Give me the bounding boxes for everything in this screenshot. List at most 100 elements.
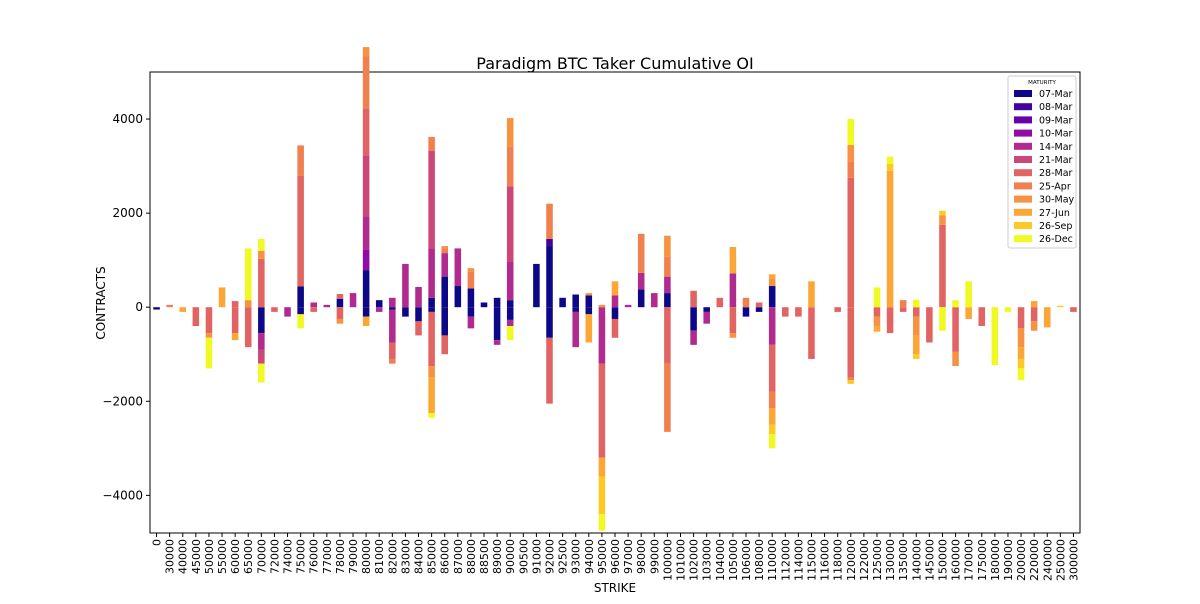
bar-50000-26-Dec-neg — [205, 337, 213, 369]
bar-120000-25-Apr-pos — [847, 161, 855, 178]
x-tick-label: 116000 — [819, 539, 832, 581]
x-tick-label: 74000 — [282, 539, 295, 574]
y-axis-label: CONTRACTS — [94, 266, 108, 339]
bar-78000-28-Mar-pos — [336, 294, 344, 299]
x-tick-label: 86000 — [439, 539, 452, 574]
x-tick-label: 180000 — [989, 539, 1002, 581]
x-tick-label: 175000 — [976, 539, 989, 581]
x-tick-label: 45000 — [190, 539, 203, 574]
bar-220000-28-Mar-neg — [1030, 307, 1038, 322]
bar-60000-27-Jun-neg — [231, 333, 239, 341]
x-tick-label: 145000 — [923, 539, 936, 581]
bar-150000-26-Dec-neg — [939, 307, 946, 331]
legend-label-14-Mar: 14-Mar — [1039, 142, 1073, 153]
legend-swatch-14-Mar — [1014, 142, 1032, 150]
bar-94000-07-Mar-neg — [585, 307, 593, 315]
bar-105000-28-Mar-neg — [729, 307, 737, 334]
bar-85000-14-Mar-pos — [428, 248, 435, 298]
legend: MATURITY 07-Mar 08-Mar 09-Mar 10-Mar 14-Mar 2… — [1007, 75, 1077, 249]
y-ticks-layer: −4000 −2000 0 2000 4000 — [102, 112, 150, 502]
bar-83000-07-Mar-neg — [402, 307, 409, 317]
bar-91000-07-Mar-pos — [533, 263, 540, 308]
bar-89000-07-Mar-pos — [493, 297, 501, 308]
bar-92000-07-Mar-pos — [546, 246, 553, 308]
bar-150000-30-May-pos — [939, 215, 946, 225]
bar-96000-28-Mar-neg — [611, 318, 619, 338]
bar-72000-28-Mar-neg — [271, 307, 278, 312]
bar-170000-26-Dec-pos — [965, 281, 972, 308]
bar-112000-28-Mar-neg — [782, 307, 789, 317]
bar-81000-14-Mar-neg — [375, 307, 383, 312]
bars-layer — [153, 47, 1077, 531]
bar-100000-25-Apr-neg — [664, 363, 671, 432]
legend-swatch-26-Dec — [1014, 235, 1032, 243]
x-tick-label: 122000 — [858, 539, 871, 581]
x-tick-label: 120000 — [845, 539, 858, 581]
bar-220000-27-Jun-pos — [1030, 301, 1038, 308]
bar-98000-07-Mar-pos — [637, 289, 645, 308]
bar-74000-14-Mar-neg — [284, 307, 291, 317]
legend-swatch-09-Mar — [1014, 116, 1032, 124]
bar-92000-08-Mar-pos — [546, 238, 553, 247]
x-tick-label: 190000 — [1002, 539, 1015, 581]
x-tick-label: 110000 — [766, 539, 779, 581]
bar-85000-28-Mar-neg — [428, 311, 435, 367]
bar-65000-30-May-pos — [244, 300, 252, 308]
bar-140000-26-Sep-neg — [912, 354, 920, 359]
x-tick-label: 100000 — [661, 539, 674, 581]
bar-88500-07-Mar-pos — [480, 302, 488, 308]
bar-50000-28-Mar-neg — [205, 307, 213, 334]
bar-160000-26-Dec-pos — [952, 300, 959, 308]
x-tick-label: 240000 — [1041, 539, 1054, 581]
x-tick-label: 200000 — [1015, 539, 1028, 581]
x-tick-label: 30000 — [164, 539, 177, 574]
bar-190000-26-Dec-neg — [1004, 307, 1012, 312]
bar-115000-27-Jun-pos — [808, 281, 815, 308]
legend-label-07-Mar: 07-Mar — [1039, 89, 1073, 100]
bar-130000-26-Dec-pos — [886, 156, 894, 164]
legend-label-28-Mar: 28-Mar — [1039, 168, 1073, 179]
x-tick-label: 250000 — [1054, 539, 1067, 581]
x-tick-label: 91000 — [530, 539, 543, 574]
bar-95000-30-May-pos — [598, 304, 606, 308]
x-tick-label: 79000 — [347, 539, 360, 574]
x-tick-label: 140000 — [910, 539, 923, 581]
bar-60000-28-Mar-neg — [231, 307, 239, 334]
bar-80000-27-Jun-neg — [362, 316, 370, 327]
legend-label-26-Dec: 26-Dec — [1039, 234, 1073, 245]
bar-100000-14-Mar-pos — [664, 276, 671, 294]
bar-95000-26-Dec-neg — [598, 514, 606, 531]
bar-104000-28-Mar-pos — [716, 297, 724, 308]
bar-106000-25-Apr-pos — [742, 297, 750, 308]
x-tick-label: 103000 — [701, 539, 714, 581]
x-tick-label: 150000 — [936, 539, 949, 581]
y-tick-label: −4000 — [102, 488, 143, 502]
bar-125000-26-Dec-pos — [873, 287, 881, 308]
bar-125000-30-May-neg — [873, 316, 881, 327]
bar-120000-28-Mar-neg — [847, 307, 855, 378]
bar-86000-14-Mar-pos — [441, 253, 448, 277]
x-tick-label: 135000 — [897, 539, 910, 581]
x-tick-label: 130000 — [884, 539, 897, 581]
bar-85000-21-Mar-pos — [428, 151, 435, 249]
bar-200000-30-May-neg — [1017, 328, 1025, 348]
legend-title: MATURITY — [1028, 80, 1056, 86]
bar-170000-27-Jun-neg — [965, 307, 972, 319]
bar-45000-28-Mar-neg — [192, 307, 200, 327]
y-tick-label: 4000 — [112, 112, 143, 126]
bar-70000-28-Mar-pos — [258, 258, 265, 308]
x-tick-label: 220000 — [1028, 539, 1041, 581]
x-ticks-layer: 0 30000 40000 45000 50000 55000 60000 65000 7000… — [151, 533, 1080, 581]
bar-85000-27-Jun-neg — [428, 377, 435, 414]
bar-140000-27-Jun-neg — [912, 335, 920, 355]
legend-swatch-10-Mar — [1014, 129, 1032, 137]
bar-120000-26-Sep-neg — [847, 380, 855, 384]
bar-95000-28-Mar-neg — [598, 363, 606, 458]
bar-82000-07-Mar-neg — [389, 307, 396, 310]
bar-108000-07-Mar-neg — [755, 307, 763, 312]
bar-180000-26-Dec-neg — [991, 307, 999, 366]
bar-98000-14-Mar-pos — [637, 272, 645, 290]
bar-120000-30-May-pos — [847, 144, 855, 162]
bar-125000-27-Jun-neg — [873, 326, 881, 332]
